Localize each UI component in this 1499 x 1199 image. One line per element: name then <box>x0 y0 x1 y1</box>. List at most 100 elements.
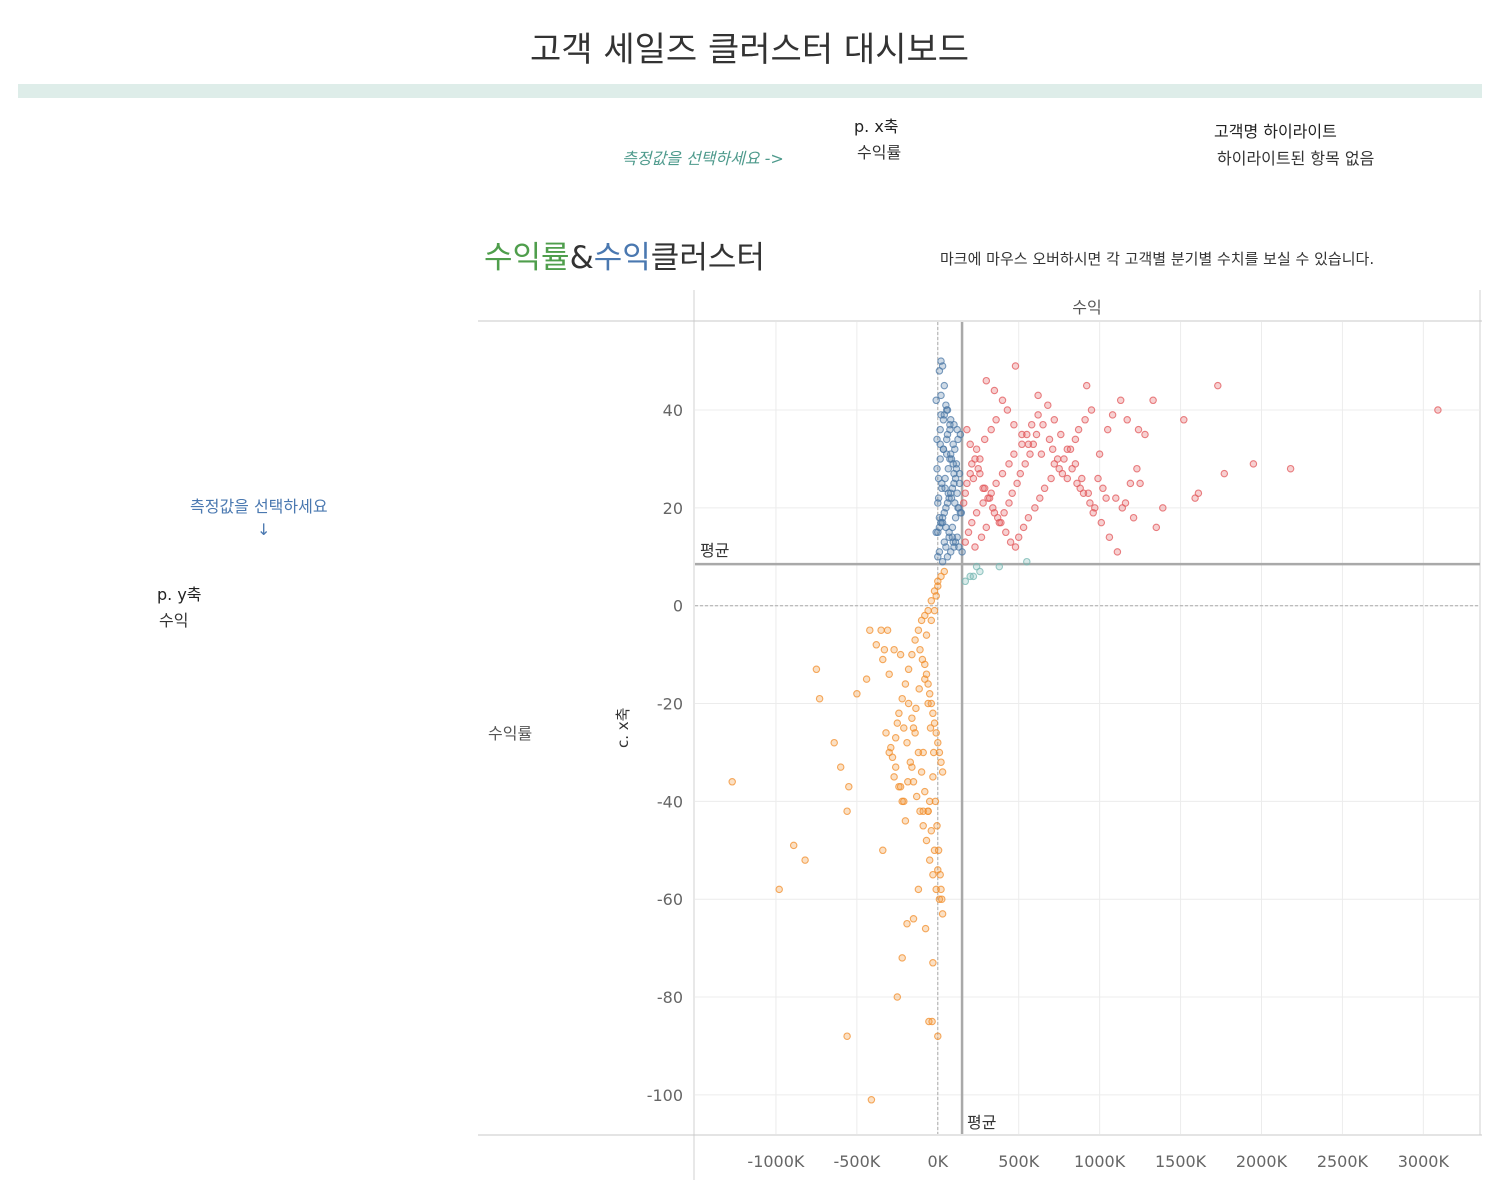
data-point-red <box>966 440 974 449</box>
data-point-blue <box>945 533 953 541</box>
x-measure-prompt: 측정값을 선택하세요 -> <box>622 149 784 168</box>
data-point-red <box>1053 455 1062 463</box>
data-point-orange <box>929 870 937 879</box>
data-point-teal <box>995 562 1004 571</box>
data-point-orange <box>919 748 927 757</box>
data-point-orange <box>938 895 946 903</box>
data-point-red <box>995 518 1004 527</box>
data-point-orange <box>932 729 940 737</box>
highlight-label: 고객명 하이라이트 <box>1214 122 1337 141</box>
x-tick-label: 500K <box>998 1152 1040 1171</box>
sheet-title-part1: 수익률 <box>484 240 570 276</box>
data-point-red <box>1036 494 1044 502</box>
data-point-red <box>1099 484 1107 493</box>
data-point-red <box>1112 494 1120 502</box>
y-measure-prompt: 측정값을 선택하세요 <box>190 497 328 516</box>
data-point-red <box>1034 411 1042 419</box>
data-point-red <box>1084 489 1093 497</box>
ticks-layer: -1000K -500K 0K 500K 1000K 1500K 2000K 2500K 300… <box>647 401 1450 1171</box>
data-point-orange <box>936 870 944 879</box>
y-tick-label: -100 <box>647 1086 683 1105</box>
data-point-orange <box>775 885 783 894</box>
data-point-orange <box>915 685 923 693</box>
data-point-red <box>1003 406 1012 414</box>
data-point-red <box>1286 464 1295 473</box>
data-point-orange <box>904 699 913 708</box>
y-tick-label: -40 <box>657 792 683 811</box>
data-point-orange <box>925 797 934 806</box>
data-point-blue <box>941 474 949 483</box>
data-point-orange <box>880 645 889 654</box>
data-point-orange <box>904 665 913 674</box>
data-point-red <box>977 533 986 541</box>
data-point-red <box>1045 435 1054 444</box>
y-tick-label: -80 <box>657 988 683 1007</box>
data-point-orange <box>934 577 942 586</box>
y-tick-label: -20 <box>657 695 683 714</box>
sheet-title-part2: & <box>569 240 594 276</box>
data-point-red <box>990 509 999 517</box>
data-point-red <box>1010 420 1018 429</box>
y-tick-label: 20 <box>663 499 683 518</box>
data-point-red <box>963 479 971 488</box>
data-point-red <box>1152 523 1161 532</box>
data-point-red <box>1159 504 1167 512</box>
data-point-red <box>1149 396 1157 405</box>
data-point-red <box>1071 435 1080 444</box>
data-point-blue <box>949 538 957 546</box>
x-tick-label: 2500K <box>1317 1152 1369 1171</box>
data-point-teal <box>966 572 974 581</box>
data-point-red <box>1136 479 1144 488</box>
data-point-orange <box>836 763 845 771</box>
data-point-red <box>1095 450 1104 458</box>
data-point-blue <box>950 479 958 488</box>
data-point-blue <box>955 504 963 512</box>
data-point-orange <box>866 626 874 634</box>
data-point-blue <box>954 435 962 444</box>
data-point-orange <box>911 636 919 644</box>
data-point-red <box>1108 411 1117 419</box>
data-point-blue <box>946 425 954 434</box>
data-point-red <box>964 528 973 537</box>
data-point-blue <box>934 499 942 507</box>
data-point-red <box>1220 469 1229 478</box>
data-point-orange <box>929 709 937 718</box>
data-point-orange <box>938 910 947 918</box>
data-point-orange <box>940 567 949 576</box>
sheet-title-part3: 수익 <box>593 240 651 276</box>
x-param-dropdown[interactable]: 수익률 <box>857 143 902 162</box>
data-point-blue <box>942 406 951 414</box>
data-point-orange <box>934 1032 942 1040</box>
data-point-red <box>1078 474 1086 483</box>
data-point-red <box>969 474 978 483</box>
data-point-red <box>1071 460 1080 468</box>
data-point-red <box>1086 499 1094 507</box>
data-point-orange <box>935 748 944 757</box>
highlight-input[interactable]: 하이라이트된 항목 없음 <box>1217 149 1375 168</box>
data-point-orange <box>930 719 939 727</box>
data-point-teal <box>1023 557 1031 566</box>
data-point-orange <box>914 885 923 894</box>
title-band <box>18 84 1482 98</box>
dashboard-title: 고객 세일즈 클러스터 대시보드 <box>529 30 970 70</box>
data-point-orange <box>924 807 932 815</box>
data-point-red <box>1081 416 1089 424</box>
data-point-red <box>1123 416 1131 424</box>
data-point-red <box>1021 460 1029 468</box>
data-point-red <box>1011 362 1020 370</box>
data-point-orange <box>900 724 908 732</box>
data-point-orange <box>883 626 892 634</box>
data-point-orange <box>891 763 900 771</box>
data-point-red <box>980 484 989 493</box>
data-point-blue <box>952 460 961 468</box>
data-point-red <box>982 376 991 385</box>
y-tick-label: 40 <box>663 401 683 420</box>
data-point-orange <box>933 822 941 830</box>
y-param-dropdown[interactable]: 수익 <box>159 611 189 630</box>
data-point-orange <box>925 690 934 698</box>
data-point-orange <box>845 782 853 791</box>
data-point-red <box>980 435 989 444</box>
data-point-blue <box>946 489 955 497</box>
data-point-red <box>1141 430 1149 439</box>
